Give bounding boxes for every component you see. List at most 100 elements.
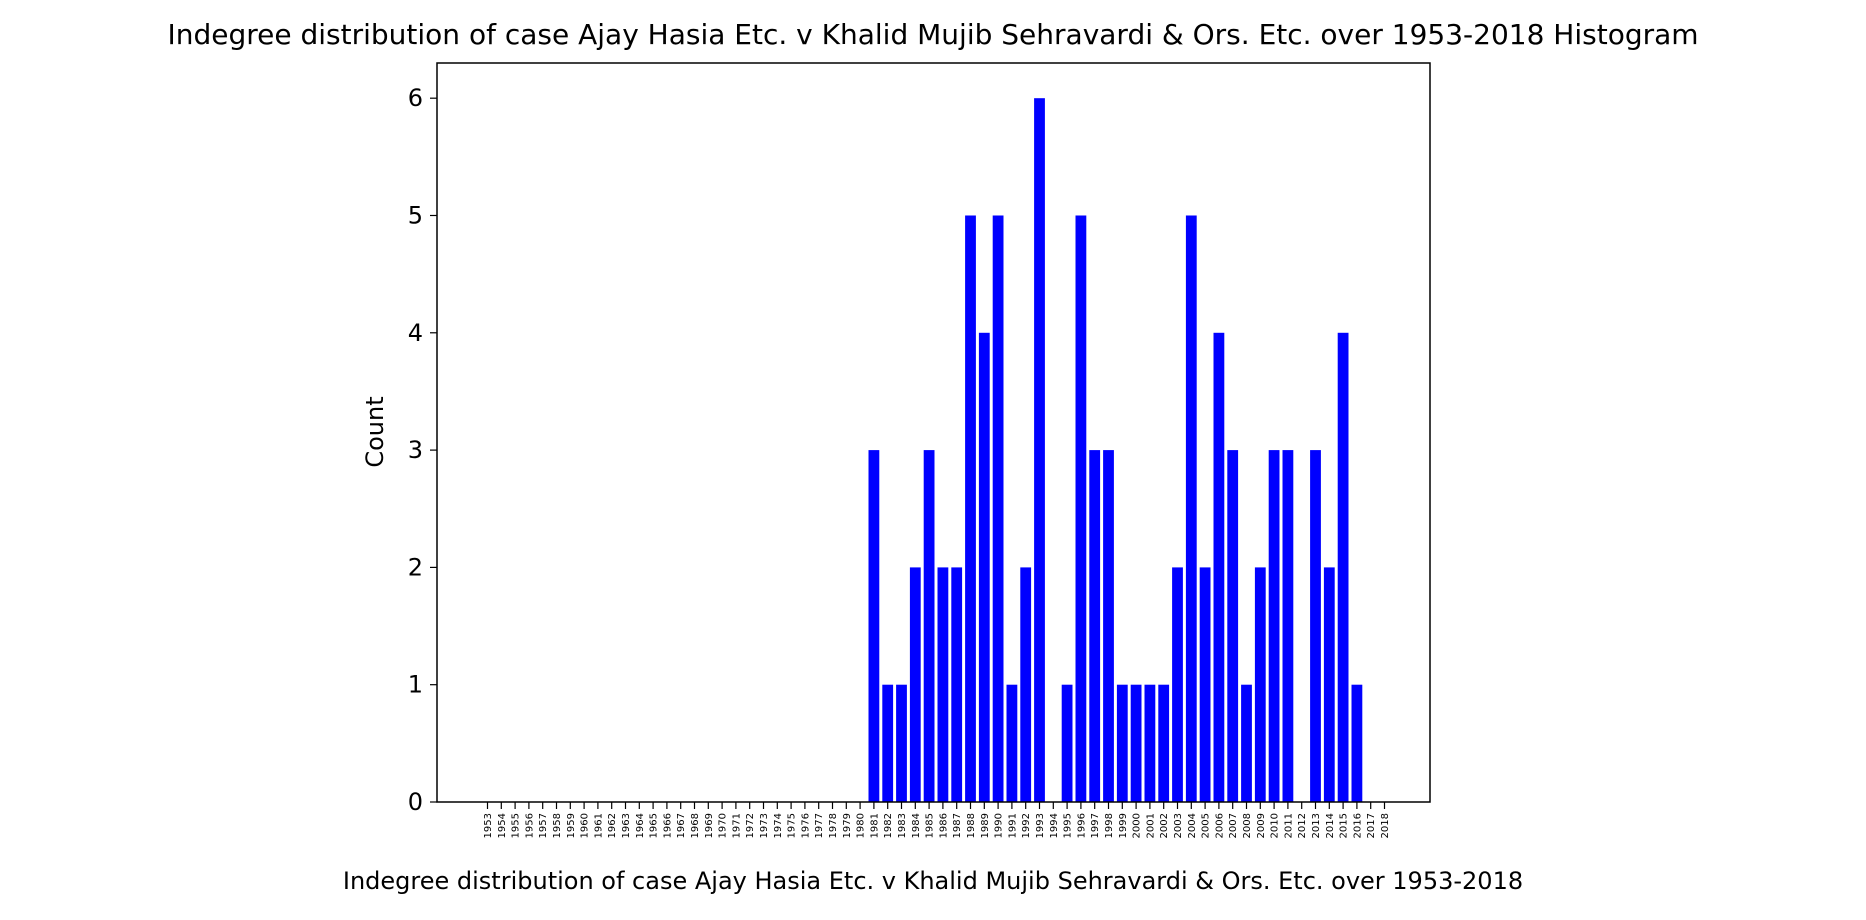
x-tick-label-1995: 1995 <box>1063 813 1074 838</box>
bar-1992 <box>1020 567 1032 802</box>
bar-2009 <box>1254 567 1266 802</box>
y-axis-label: Count <box>361 396 389 467</box>
bar-1983 <box>896 684 907 802</box>
x-tick-label-1988: 1988 <box>966 813 977 838</box>
x-tick-label-1983: 1983 <box>897 813 908 838</box>
x-tick-label-1994: 1994 <box>1049 813 1060 838</box>
x-tick-label-2011: 2011 <box>1283 813 1294 838</box>
x-tick-label-1969: 1969 <box>704 813 715 838</box>
bar-2014 <box>1323 567 1335 802</box>
bar-1986 <box>937 567 949 802</box>
x-tick-label-1964: 1964 <box>635 813 646 838</box>
x-tick-label-2012: 2012 <box>1297 813 1308 838</box>
bar-2005 <box>1199 567 1211 802</box>
x-tick-label-1977: 1977 <box>814 813 825 838</box>
x-tick-label-1985: 1985 <box>925 813 936 838</box>
bar-1981 <box>868 450 880 802</box>
x-tick-label-2016: 2016 <box>1352 813 1363 838</box>
bars-layer <box>868 98 1363 803</box>
bar-2016 <box>1351 684 1363 802</box>
bar-2008 <box>1241 684 1252 802</box>
x-tick-label-1959: 1959 <box>566 813 577 838</box>
y-tick-label-0: 0 <box>408 788 423 816</box>
bar-2006 <box>1213 332 1225 802</box>
x-tick-label-2017: 2017 <box>1366 813 1377 838</box>
x-tick-label-1960: 1960 <box>580 813 591 838</box>
x-tick-label-2000: 2000 <box>1132 813 1143 838</box>
x-tick-label-1956: 1956 <box>524 813 535 838</box>
x-tick-label-2009: 2009 <box>1256 813 1267 838</box>
bar-1995 <box>1061 684 1073 802</box>
x-tick-label-1974: 1974 <box>773 813 784 838</box>
x-tick-label-1963: 1963 <box>621 813 632 838</box>
x-tick-label-2002: 2002 <box>1159 813 1170 838</box>
bar-1993 <box>1034 98 1045 802</box>
y-tick-label-5: 5 <box>408 201 423 229</box>
bar-1987 <box>951 567 963 802</box>
bar-1982 <box>882 684 894 802</box>
x-tick-label-1966: 1966 <box>662 813 673 838</box>
x-tick-label-1954: 1954 <box>497 813 508 838</box>
x-tick-label-1999: 1999 <box>1118 813 1129 838</box>
bar-1997 <box>1089 450 1101 802</box>
x-tick-label-1968: 1968 <box>690 813 701 838</box>
bar-2010 <box>1268 450 1280 802</box>
x-tick-label-1984: 1984 <box>911 813 922 838</box>
x-tick-label-1992: 1992 <box>1021 813 1032 838</box>
x-tick-label-2003: 2003 <box>1173 813 1184 838</box>
x-tick-label-1965: 1965 <box>649 813 660 838</box>
x-tick-label-1961: 1961 <box>593 813 604 838</box>
x-tick-label-2004: 2004 <box>1187 813 1198 838</box>
y-tick-label-1: 1 <box>408 671 423 699</box>
x-tick-label-1979: 1979 <box>842 813 853 838</box>
x-tick-label-1970: 1970 <box>718 813 729 838</box>
x-tick-label-2005: 2005 <box>1201 813 1212 838</box>
x-axis: 1953 1954 1955 1956 1957 1958 1959 1960 1961 1962… <box>483 802 1391 838</box>
x-tick-label-2013: 2013 <box>1311 813 1322 838</box>
x-tick-label-1958: 1958 <box>552 813 563 838</box>
bar-2015 <box>1337 332 1349 802</box>
x-tick-label-1998: 1998 <box>1104 813 1115 838</box>
bar-1998 <box>1103 450 1114 802</box>
x-tick-label-1989: 1989 <box>980 813 991 838</box>
x-tick-label-1982: 1982 <box>883 813 894 838</box>
x-tick-label-1975: 1975 <box>787 813 798 838</box>
bar-2000 <box>1130 684 1142 802</box>
bar-2002 <box>1158 684 1170 802</box>
bar-1988 <box>965 215 976 803</box>
bar-2007 <box>1227 450 1239 802</box>
bar-2011 <box>1282 450 1294 802</box>
bar-2013 <box>1310 450 1321 802</box>
x-tick-label-1976: 1976 <box>800 813 811 838</box>
bar-1990 <box>992 215 1004 803</box>
bar-1991 <box>1006 684 1018 802</box>
x-tick-label-2015: 2015 <box>1339 813 1350 838</box>
x-tick-label-2008: 2008 <box>1242 813 1253 838</box>
x-tick-label-1981: 1981 <box>869 813 880 838</box>
plot-frame <box>436 62 1431 803</box>
x-tick-label-1972: 1972 <box>745 813 756 838</box>
x-tick-label-2018: 2018 <box>1380 813 1391 838</box>
x-tick-label-1993: 1993 <box>1035 813 1046 838</box>
x-tick-label-1955: 1955 <box>511 813 522 838</box>
x-tick-label-1973: 1973 <box>759 813 770 838</box>
x-tick-label-2007: 2007 <box>1228 813 1239 838</box>
chart-title: Indegree distribution of case Ajay Hasia… <box>167 18 1698 51</box>
bar-2004 <box>1185 215 1197 803</box>
x-tick-label-1978: 1978 <box>828 813 839 838</box>
bar-2001 <box>1144 684 1156 802</box>
bar-2003 <box>1172 567 1183 802</box>
bar-1989 <box>978 332 990 802</box>
x-tick-label-2001: 2001 <box>1145 813 1156 838</box>
y-axis: 0 1 2 3 4 5 6 <box>408 84 437 816</box>
x-tick-label-1962: 1962 <box>607 813 618 838</box>
x-tick-label-1996: 1996 <box>1076 813 1087 838</box>
y-tick-label-4: 4 <box>408 319 423 347</box>
x-tick-label-1971: 1971 <box>731 813 742 838</box>
bar-1984 <box>909 567 921 802</box>
bar-1985 <box>923 450 935 802</box>
x-tick-label-1997: 1997 <box>1090 813 1101 838</box>
x-tick-label-2010: 2010 <box>1270 813 1281 838</box>
